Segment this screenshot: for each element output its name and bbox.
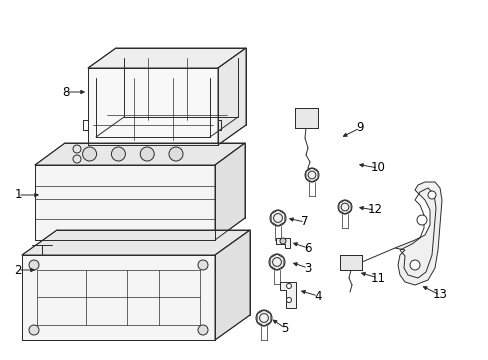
Circle shape [256,310,271,326]
Text: 9: 9 [356,121,363,135]
Polygon shape [215,143,244,240]
Text: 10: 10 [370,162,385,175]
Text: 11: 11 [370,271,385,284]
Circle shape [286,284,291,288]
Text: 4: 4 [314,289,321,302]
Circle shape [29,260,39,270]
Text: 6: 6 [304,242,311,255]
Circle shape [198,325,207,335]
Circle shape [416,215,426,225]
Polygon shape [339,255,361,270]
Circle shape [268,254,285,270]
Text: 12: 12 [367,203,382,216]
Circle shape [280,238,285,244]
Circle shape [198,260,207,270]
Polygon shape [294,108,317,128]
Circle shape [337,200,351,214]
Circle shape [427,191,435,199]
Circle shape [111,147,125,161]
Polygon shape [88,68,218,145]
Circle shape [29,325,39,335]
Circle shape [305,168,318,182]
Text: 5: 5 [281,321,288,334]
Polygon shape [215,230,249,340]
Circle shape [286,297,291,302]
Polygon shape [35,143,244,165]
Polygon shape [88,48,245,68]
Text: 1: 1 [14,189,21,202]
Text: 2: 2 [14,264,21,276]
Circle shape [169,147,183,161]
Polygon shape [275,238,289,248]
Text: 7: 7 [301,216,308,229]
Polygon shape [35,165,215,240]
Polygon shape [394,182,441,285]
Polygon shape [280,282,295,308]
Polygon shape [22,230,249,255]
Text: 8: 8 [62,85,70,99]
Polygon shape [22,255,215,340]
Text: 13: 13 [432,288,447,301]
Polygon shape [218,48,245,145]
Text: 3: 3 [304,261,311,274]
Circle shape [409,260,419,270]
Circle shape [269,210,285,226]
Circle shape [82,147,97,161]
Circle shape [140,147,154,161]
